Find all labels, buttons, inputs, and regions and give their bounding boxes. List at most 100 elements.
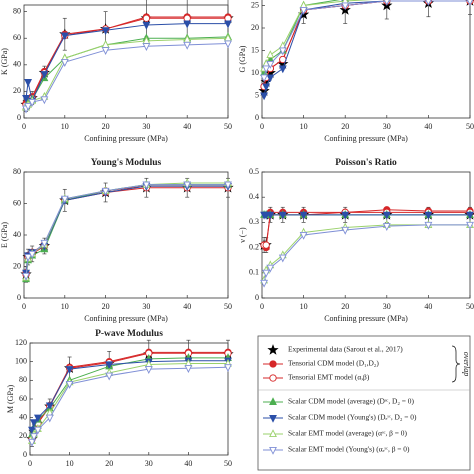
series-line (25, 182, 228, 278)
x-tick-label: 50 (466, 122, 474, 131)
marker (260, 74, 269, 83)
marker (299, 231, 308, 240)
legend-marker (269, 429, 277, 438)
marker (262, 269, 271, 278)
series-line (25, 17, 228, 106)
y-tick-label: 5 (255, 90, 259, 99)
y-tick-label: 100 (15, 356, 27, 365)
marker (278, 47, 287, 56)
y-tick-label: 0 (255, 113, 259, 122)
series-line (31, 352, 228, 440)
x-tick-label: 10 (61, 302, 69, 311)
y-tick-label: 40 (19, 412, 27, 421)
x-axis-label: Confining pressure (MPa) (324, 314, 408, 323)
series-line (263, 224, 470, 283)
marker (341, 211, 350, 220)
marker (65, 366, 74, 374)
x-tick-label: 20 (341, 122, 349, 131)
y-tick-label: 60 (19, 394, 27, 403)
legend-marker (269, 360, 277, 368)
y-tick-label: 80 (19, 375, 27, 384)
marker (425, 0, 432, 6)
x-tick-label: 10 (300, 122, 308, 131)
marker (266, 211, 275, 220)
legend-marker (267, 344, 279, 355)
marker (24, 254, 33, 262)
legend-box (257, 335, 471, 471)
marker (278, 254, 287, 263)
marker (101, 187, 110, 196)
marker (105, 361, 114, 370)
marker (24, 79, 33, 87)
marker (262, 65, 271, 74)
marker (33, 426, 42, 435)
marker (266, 50, 275, 59)
x-tick-label: 30 (383, 122, 391, 131)
legend-marker (269, 374, 277, 382)
series-line (25, 37, 229, 108)
y-axis-label: ν (−) (238, 227, 247, 243)
y-axis-label: E (GPa) (0, 222, 9, 248)
x-axis-label: Confining pressure (MPa) (84, 134, 168, 143)
marker (266, 74, 275, 83)
marker (30, 419, 38, 428)
series-line (263, 0, 470, 96)
marker (260, 279, 269, 288)
y-tick-label: 25 (251, 0, 259, 9)
x-tick-label: 20 (102, 122, 110, 131)
y-tick-label: 40 (13, 60, 21, 69)
series-line (25, 23, 228, 103)
marker (266, 264, 275, 273)
y-tick-label: 15 (251, 45, 259, 54)
x-tick-label: 10 (300, 302, 308, 311)
marker (142, 14, 151, 22)
series-line (263, 0, 470, 78)
marker (28, 438, 36, 447)
y-tick-label: 80 (13, 6, 21, 15)
x-tick-label: 50 (466, 302, 474, 311)
marker (33, 414, 42, 423)
legend-label: Scalar EMT model (average) (αˢᶜ, β = 0) (288, 429, 407, 438)
legend-label: Scalar EMT model (Young's) (αₑˢᶜ, β = 0) (288, 445, 410, 454)
y-tick-label: 20 (19, 431, 27, 440)
marker (183, 181, 192, 190)
plot-frame (261, 0, 471, 119)
marker (278, 65, 287, 74)
marker (28, 426, 36, 435)
x-tick-label: 30 (142, 122, 150, 131)
y-tick-label: 60 (13, 33, 21, 42)
y-tick-label: 0 (17, 113, 21, 122)
x-tick-label: 40 (424, 302, 432, 311)
x-tick-label: 0 (260, 302, 264, 311)
y-tick-label: 0 (255, 293, 259, 302)
marker (60, 59, 69, 67)
marker (183, 14, 191, 22)
x-tick-label: 30 (145, 459, 153, 468)
marker (299, 6, 308, 15)
plot-frame (29, 342, 229, 456)
marker (266, 60, 275, 69)
x-tick-label: 10 (66, 459, 74, 468)
series-line (31, 357, 228, 435)
y-tick-label: 80 (13, 167, 21, 176)
y-tick-label: 120 (15, 338, 27, 347)
marker (184, 365, 193, 374)
series-line (31, 363, 228, 442)
marker (142, 43, 151, 52)
plot-frame (23, 171, 229, 299)
x-tick-label: 0 (28, 459, 32, 468)
marker (466, 211, 474, 220)
x-tick-label: 40 (183, 302, 191, 311)
x-tick-label: 0 (22, 122, 26, 131)
marker (424, 211, 433, 220)
y-tick-label: 0.4 (249, 192, 259, 201)
y-tick-label: 0.1 (249, 268, 259, 277)
x-tick-label: 50 (224, 459, 232, 468)
marker (28, 250, 37, 259)
y-tick-label: 0.2 (249, 242, 259, 251)
marker (45, 414, 54, 423)
y-tick-label: 20 (13, 261, 21, 270)
series-line (263, 0, 470, 87)
y-tick-label: 0 (17, 293, 21, 302)
x-tick-label: 20 (341, 302, 349, 311)
